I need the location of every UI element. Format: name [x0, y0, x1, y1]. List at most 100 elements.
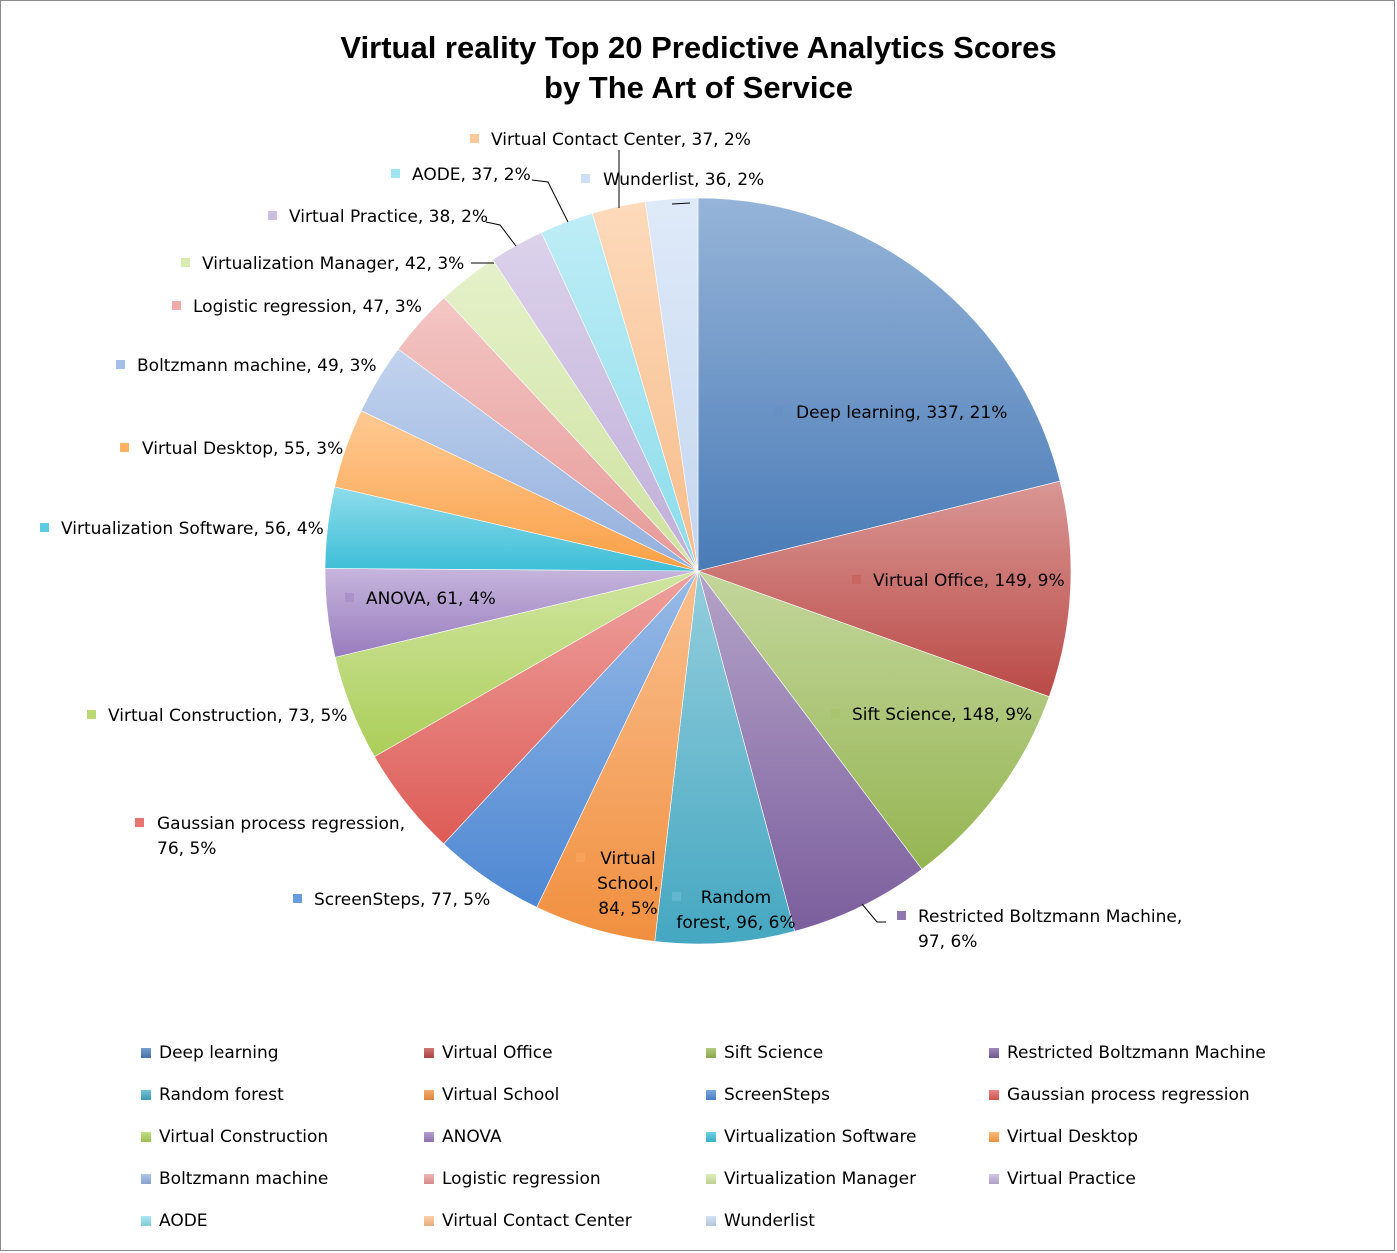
data-label-marker-sift-science [831, 709, 840, 718]
legend-label-restricted-boltzmann-machine: Restricted Boltzmann Machine [1007, 1043, 1266, 1063]
legend-label-logistic-regression: Logistic regression [442, 1169, 601, 1189]
data-label-marker-wunderlist [581, 174, 590, 183]
data-label-boltzmann-machine: Boltzmann machine, 49, 3% [137, 356, 377, 376]
data-label-random-forest: Random forest, 96, 6% [676, 888, 795, 933]
data-label-screensteps: ScreenSteps, 77, 5% [314, 890, 490, 910]
legend-item-virtual-desktop: Virtual Desktop [989, 1126, 1138, 1148]
pie-slice-deep-learning [697, 197, 1061, 572]
data-label-restricted-boltzmann-machine: Restricted Boltzmann Machine, 97, 6% [918, 907, 1182, 952]
data-label-logistic-regression: Logistic regression, 47, 3% [193, 297, 422, 317]
data-label-marker-virtual-practice [268, 211, 277, 220]
chart-title-line-2: by The Art of Service [544, 70, 853, 105]
legend-item-sift-science: Sift Science [706, 1042, 823, 1064]
legend-label-virtual-construction: Virtual Construction [159, 1127, 329, 1147]
leader-line-restricted-boltzmann-machine [861, 903, 886, 923]
legend-label-virtual-desktop: Virtual Desktop [1007, 1127, 1139, 1147]
legend-label-boltzmann-machine: Boltzmann machine [159, 1169, 329, 1189]
legend-swatch-virtualization-software [706, 1132, 716, 1142]
legend-swatch-restricted-boltzmann-machine [989, 1048, 999, 1058]
legend-item-virtual-practice: Virtual Practice [989, 1168, 1136, 1190]
data-label-marker-virtual-office [852, 575, 861, 584]
data-label-gaussian-process-regression: Gaussian process regression, 76, 5% [157, 814, 405, 859]
data-label-marker-anova [345, 593, 354, 602]
legend-item-screensteps: ScreenSteps [706, 1084, 830, 1106]
legend-label-screensteps: ScreenSteps [724, 1085, 831, 1105]
leader-line-aode [531, 179, 569, 223]
legend-item-restricted-boltzmann-machine: Restricted Boltzmann Machine [989, 1042, 1266, 1064]
legend-item-wunderlist: Wunderlist [706, 1210, 815, 1232]
data-label-marker-virtual-school [576, 853, 585, 862]
legend-item-virtual-construction: Virtual Construction [141, 1126, 328, 1148]
chart-title: Virtual reality Top 20 Predictive Analyt… [0, 28, 1397, 108]
legend-swatch-virtual-desktop [989, 1132, 999, 1142]
legend-label-virtualization-software: Virtualization Software [724, 1127, 917, 1147]
data-label-marker-gaussian-process-regression [135, 818, 144, 827]
legend-item-virtual-school: Virtual School [424, 1084, 559, 1106]
legend-label-aode: AODE [159, 1211, 208, 1231]
legend-swatch-sift-science [706, 1048, 716, 1058]
data-labels: Deep learning, 337, 21% Virtual Office, 1… [40, 130, 1182, 952]
legend-swatch-gaussian-process-regression [989, 1090, 999, 1100]
data-label-virtual-construction: Virtual Construction, 73, 5% [108, 706, 347, 726]
legend-swatch-anova [424, 1132, 434, 1142]
data-label-anova: ANOVA, 61, 4% [366, 589, 496, 609]
data-label-marker-virtual-construction [87, 710, 96, 719]
data-label-marker-virtual-desktop [120, 443, 129, 452]
legend-label-virtualization-manager: Virtualization Manager [724, 1169, 917, 1189]
data-label-marker-screensteps [293, 894, 302, 903]
data-label-virtualization-software: Virtualization Software, 56, 4% [61, 519, 324, 539]
legend-label-anova: ANOVA [442, 1127, 502, 1147]
pie-slice-virtual-office [696, 480, 1072, 698]
data-label-marker-virtual-contact-center [470, 134, 479, 143]
data-label-marker-deep-learning [774, 407, 783, 416]
data-label-aode: AODE, 37, 2% [412, 165, 531, 185]
legend-swatch-wunderlist [706, 1216, 716, 1226]
data-label-deep-learning: Deep learning, 337, 21% [796, 403, 1007, 423]
legend-label-virtual-practice: Virtual Practice [1007, 1169, 1136, 1189]
legend-swatch-screensteps [706, 1090, 716, 1100]
legend-item-aode: AODE [141, 1210, 208, 1232]
data-label-virtual-desktop: Virtual Desktop, 55, 3% [142, 439, 343, 459]
legend-swatch-virtual-construction [141, 1132, 151, 1142]
data-label-marker-restricted-boltzmann-machine [897, 911, 906, 920]
legend-swatch-random-forest [141, 1090, 151, 1100]
data-label-marker-virtualization-software [40, 523, 49, 532]
legend-label-random-forest: Random forest [159, 1085, 284, 1105]
data-label-marker-random-forest [672, 892, 681, 901]
legend-swatch-virtualization-manager [706, 1174, 716, 1184]
legend-item-virtual-office: Virtual Office [424, 1042, 553, 1064]
data-label-virtual-school: Virtual School, 84, 5% [597, 849, 659, 919]
data-label-virtual-practice: Virtual Practice, 38, 2% [289, 207, 488, 227]
legend-swatch-virtual-office [424, 1048, 434, 1058]
legend-label-virtual-contact-center: Virtual Contact Center [442, 1211, 632, 1231]
legend-swatch-aode [141, 1216, 151, 1226]
data-label-marker-aode [391, 169, 400, 178]
leader-lines [471, 150, 886, 923]
pie-slice-random-forest [654, 570, 795, 945]
legend-label-deep-learning: Deep learning [159, 1043, 279, 1063]
pie-slices [324, 197, 1072, 945]
pie-slice-restricted-boltzmann-machine [697, 570, 923, 932]
legend-swatch-virtual-school [424, 1090, 434, 1100]
leader-line-virtual-practice [485, 221, 517, 247]
legend-item-virtual-contact-center: Virtual Contact Center [424, 1210, 632, 1232]
legend-item-boltzmann-machine: Boltzmann machine [141, 1168, 328, 1190]
data-label-virtual-office: Virtual Office, 149, 9% [873, 571, 1065, 591]
legend-item-random-forest: Random forest [141, 1084, 284, 1106]
pie-slice-wunderlist [644, 197, 699, 572]
data-label-sift-science: Sift Science, 148, 9% [852, 705, 1032, 725]
legend-item-gaussian-process-regression: Gaussian process regression [989, 1084, 1250, 1106]
legend-item-logistic-regression: Logistic regression [424, 1168, 601, 1190]
legend-swatch-virtual-contact-center [424, 1216, 434, 1226]
legend-item-virtualization-manager: Virtualization Manager [706, 1168, 916, 1190]
legend-swatch-deep-learning [141, 1048, 151, 1058]
chart-title-line-1: Virtual reality Top 20 Predictive Analyt… [340, 30, 1057, 65]
legend-label-virtual-office: Virtual Office [442, 1043, 553, 1063]
data-label-marker-boltzmann-machine [116, 360, 125, 369]
legend-swatch-logistic-regression [424, 1174, 434, 1184]
legend-label-gaussian-process-regression: Gaussian process regression [1007, 1085, 1250, 1105]
leader-line-wunderlist [671, 202, 691, 205]
data-label-marker-logistic-regression [172, 301, 181, 310]
legend-item-virtualization-software: Virtualization Software [706, 1126, 917, 1148]
legend-swatch-virtual-practice [989, 1174, 999, 1184]
